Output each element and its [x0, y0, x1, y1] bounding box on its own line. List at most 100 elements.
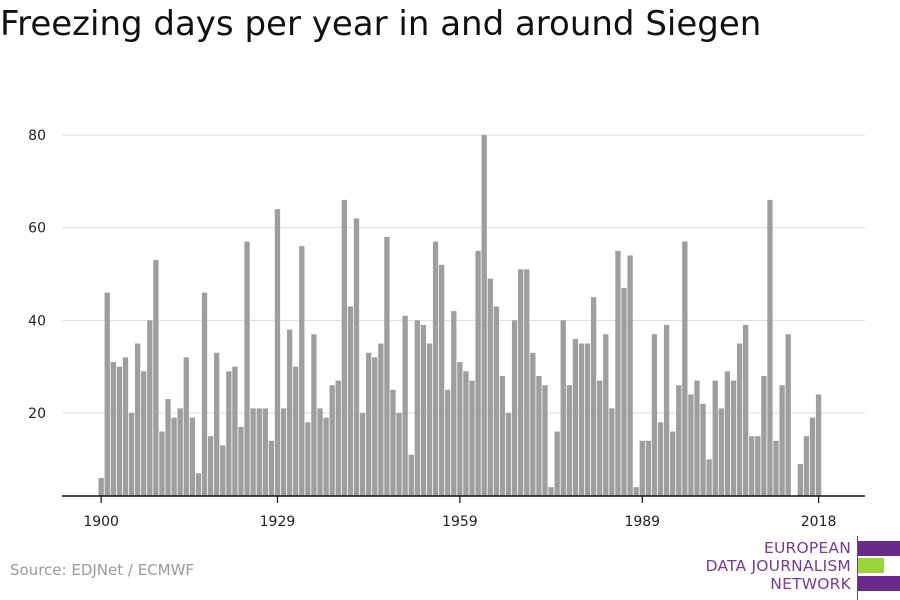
logo-text-european: EUROPEAN	[763, 539, 851, 557]
y-tick-label-80: 80	[28, 128, 46, 144]
y-tick-label-20: 20	[28, 406, 46, 422]
bar-1987	[627, 255, 633, 496]
bar-1909	[153, 260, 159, 496]
bar-2013	[785, 334, 791, 496]
bar-1993	[663, 324, 670, 496]
x-tick-label-2018: 2018	[801, 514, 837, 530]
bar-1977	[566, 385, 572, 496]
bar-2003	[724, 371, 731, 496]
bar-1933	[299, 246, 305, 496]
bar-2000	[706, 459, 712, 496]
bar-1924	[244, 241, 250, 496]
bar-2005	[736, 343, 743, 496]
bar-1919	[214, 352, 220, 496]
bar-1936	[317, 408, 323, 496]
bar-1967	[505, 413, 512, 496]
x-axis: 1900 1929 1959 1989 2018	[62, 495, 865, 530]
x-tick-label-1900: 1900	[83, 514, 119, 530]
bar-1982	[597, 380, 603, 496]
bar-1972	[536, 375, 542, 496]
bar-1988	[633, 487, 639, 496]
bar-1955	[432, 241, 439, 496]
bar-1902	[110, 362, 116, 496]
bar-1953	[420, 324, 427, 496]
bar-1975	[554, 431, 560, 496]
bar-1949	[396, 413, 402, 496]
bar-2010	[767, 199, 773, 496]
bar-1930	[280, 408, 287, 496]
logo-bar-purple-bottom	[858, 576, 900, 591]
bar-1964	[487, 278, 493, 496]
bar-1910	[159, 431, 165, 496]
bar-1978	[572, 338, 579, 496]
bar-1979	[578, 343, 585, 496]
bar-1995	[676, 385, 682, 496]
bar-1997	[688, 394, 694, 496]
bar-1989	[639, 440, 645, 496]
chart-title: Freezing days per year in and around Sie…	[0, 4, 762, 44]
bar-1920	[220, 445, 226, 496]
bar-1904	[122, 357, 129, 496]
bar-1916	[195, 473, 202, 496]
bar-2012	[779, 385, 785, 496]
bar-2009	[761, 375, 767, 496]
bar-1961	[469, 380, 475, 496]
y-axis-tick-labels: 20 40 60 80	[28, 128, 46, 422]
bar-1986	[621, 287, 627, 496]
bar-1943	[359, 413, 366, 496]
x-tick-label-1959: 1959	[442, 514, 478, 530]
bar-1926	[256, 408, 262, 496]
source-note: Source: EDJNet / ECMWF	[10, 561, 195, 579]
bar-1965	[493, 306, 499, 496]
bar-2015	[797, 463, 803, 496]
bar-1962	[475, 250, 481, 496]
edjnet-logo[interactable]: EUROPEAN DATA JOURNALISM NETWORK	[700, 536, 900, 600]
bar-1984	[609, 408, 615, 496]
bar-1908	[147, 320, 153, 496]
logo-divider	[857, 536, 858, 600]
bar-1980	[584, 343, 591, 496]
bar-1921	[226, 371, 232, 496]
bar-1960	[463, 371, 469, 496]
bar-1917	[201, 292, 208, 496]
bar-1968	[511, 320, 518, 496]
bar-1957	[445, 389, 451, 496]
bar-1922	[232, 366, 238, 496]
logo-bar-purple-top	[858, 541, 900, 556]
bar-2011	[773, 440, 779, 496]
bar-1976	[560, 320, 566, 496]
bar-1901	[104, 292, 110, 496]
bar-1991	[651, 334, 658, 496]
bar-1952	[414, 320, 420, 496]
bar-1927	[262, 408, 268, 496]
bar-1951	[408, 454, 414, 496]
bar-1985	[615, 250, 621, 496]
bar-1983	[603, 334, 609, 496]
bar-1932	[293, 366, 299, 496]
bar-1934	[305, 422, 311, 496]
bar-1941	[347, 306, 354, 496]
bar-1954	[426, 343, 433, 496]
bar-1925	[250, 408, 256, 496]
bar-1913	[177, 408, 183, 496]
bars	[98, 135, 822, 496]
bar-1907	[141, 371, 147, 496]
bar-1994	[670, 431, 676, 496]
bar-1990	[645, 440, 651, 496]
bar-1900	[98, 477, 104, 496]
bar-1929	[274, 209, 281, 496]
x-tick-label-1989: 1989	[624, 514, 660, 530]
logo-text-network: NETWORK	[770, 575, 851, 593]
bar-2018	[815, 394, 822, 496]
bar-2001	[712, 380, 718, 496]
bar-1911	[165, 399, 171, 496]
x-tick-label-1929: 1929	[260, 514, 296, 530]
bar-2006	[742, 324, 749, 496]
bar-1946	[378, 343, 384, 496]
bar-1950	[402, 315, 408, 496]
bar-2004	[730, 380, 737, 496]
bar-2002	[718, 408, 724, 496]
bar-1945	[372, 357, 378, 496]
bar-2008	[755, 436, 761, 496]
bar-2016	[803, 436, 810, 496]
